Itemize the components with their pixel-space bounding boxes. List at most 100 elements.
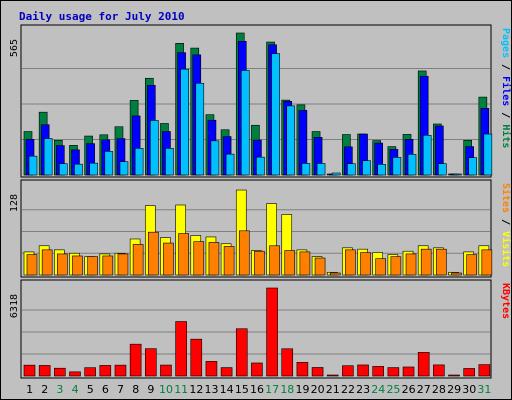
series-kbytes <box>23 287 491 377</box>
day-label: 11 <box>174 383 188 396</box>
bar-sites <box>87 256 98 276</box>
legend-entry: Pages <box>500 28 511 58</box>
bar-pages <box>422 134 432 176</box>
axis-max-label: 6318 <box>9 294 20 318</box>
bar-sites <box>481 249 493 276</box>
day-label: 14 <box>220 383 234 396</box>
bar-pages <box>286 105 296 176</box>
day-label: 26 <box>402 383 416 396</box>
day-label: 12 <box>189 383 203 396</box>
bar-pages <box>407 154 417 176</box>
bar-kbytes <box>99 365 112 377</box>
bar-pages <box>180 68 189 176</box>
bar-sites <box>360 252 371 276</box>
bar-kbytes <box>266 287 278 377</box>
bar-pages <box>377 164 387 176</box>
bar-pages <box>225 153 235 176</box>
legend-entry: / <box>500 213 511 231</box>
bar-sites <box>163 242 174 276</box>
bar-pages <box>89 162 98 176</box>
legend-entry: KBytes <box>500 283 511 319</box>
legend-entry: Visits <box>500 231 512 267</box>
bar-pages <box>438 163 447 176</box>
bar-kbytes <box>478 364 491 377</box>
panel-pages-files-hits: 565 Pages / Files / Hits <box>9 24 512 178</box>
panel-background <box>20 279 492 379</box>
bar-pages <box>165 148 174 176</box>
bar-pages <box>453 173 462 176</box>
bar-kbytes <box>129 343 142 377</box>
bar-sites <box>254 250 265 276</box>
bar-pages <box>271 53 280 176</box>
bar-kbytes <box>357 364 369 377</box>
bar-sites <box>451 272 462 276</box>
bar-pages <box>468 157 477 176</box>
day-label: 4 <box>72 383 79 396</box>
bar-kbytes <box>190 338 203 377</box>
bar-sites <box>299 251 311 276</box>
legend: Sites / Visits <box>500 183 512 267</box>
bar-sites <box>102 255 114 276</box>
axis-max-label: 128 <box>9 194 20 212</box>
day-label: 6 <box>102 383 109 396</box>
day-label: 5 <box>87 383 94 396</box>
legend-entry: / <box>500 58 511 76</box>
bar-kbytes <box>433 364 445 377</box>
bar-kbytes <box>387 367 400 377</box>
bar-sites <box>238 230 250 276</box>
day-label: 2 <box>41 383 48 396</box>
day-label: 27 <box>417 383 431 396</box>
day-label: 22 <box>341 383 355 396</box>
bar-kbytes <box>84 367 96 377</box>
bar-pages <box>28 155 38 176</box>
bar-kbytes <box>342 365 354 377</box>
bar-sites <box>390 256 402 276</box>
day-label: 25 <box>386 383 400 396</box>
bar-kbytes <box>144 348 157 377</box>
day-label: 30 <box>462 383 476 396</box>
bar-pages <box>483 133 493 176</box>
bar-kbytes <box>296 361 309 377</box>
bar-sites <box>208 242 220 276</box>
day-label: 20 <box>311 383 325 396</box>
day-label: 23 <box>356 383 370 396</box>
bar-pages <box>195 82 205 176</box>
bar-sites <box>41 249 53 276</box>
bar-sites <box>314 257 326 276</box>
bar-pages <box>362 160 371 176</box>
day-label: 13 <box>205 383 219 396</box>
day-label: 21 <box>326 383 340 396</box>
bar-kbytes <box>205 361 218 377</box>
day-label: 15 <box>235 383 249 396</box>
bar-sites <box>132 244 144 276</box>
bar-sites <box>57 253 68 276</box>
bar-pages <box>316 163 326 176</box>
bar-sites <box>26 254 38 276</box>
bar-kbytes <box>448 374 460 377</box>
bar-sites <box>178 233 189 276</box>
bar-sites <box>117 253 129 276</box>
bar-sites <box>72 255 83 276</box>
bar-kbytes <box>235 328 248 377</box>
day-label: 18 <box>280 383 294 396</box>
bar-sites <box>375 258 387 276</box>
bar-pages <box>210 140 220 176</box>
legend-entry: Sites <box>500 183 512 213</box>
bar-kbytes <box>417 352 430 377</box>
bar-sites <box>193 241 205 276</box>
panel-sites-visits: 128 Sites / Visits <box>9 179 512 278</box>
bar-sites <box>284 250 296 276</box>
day-label: 9 <box>147 383 154 396</box>
day-label: 10 <box>159 383 173 396</box>
bar-pages <box>104 151 114 176</box>
legend-entry: Hits <box>500 124 512 148</box>
chart-title: Daily usage for July 2010 <box>19 10 185 23</box>
bar-sites <box>269 245 280 276</box>
bar-pages <box>392 157 402 176</box>
bar-kbytes <box>23 364 36 377</box>
bar-pages <box>59 163 68 176</box>
bar-kbytes <box>311 367 324 377</box>
bar-pages <box>301 163 311 176</box>
legend-entry: Files <box>500 76 512 106</box>
bar-kbytes <box>38 365 51 377</box>
